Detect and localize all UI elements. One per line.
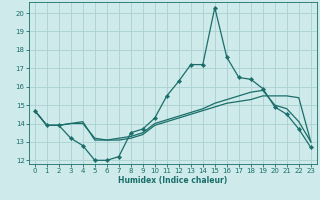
X-axis label: Humidex (Indice chaleur): Humidex (Indice chaleur): [118, 176, 228, 185]
